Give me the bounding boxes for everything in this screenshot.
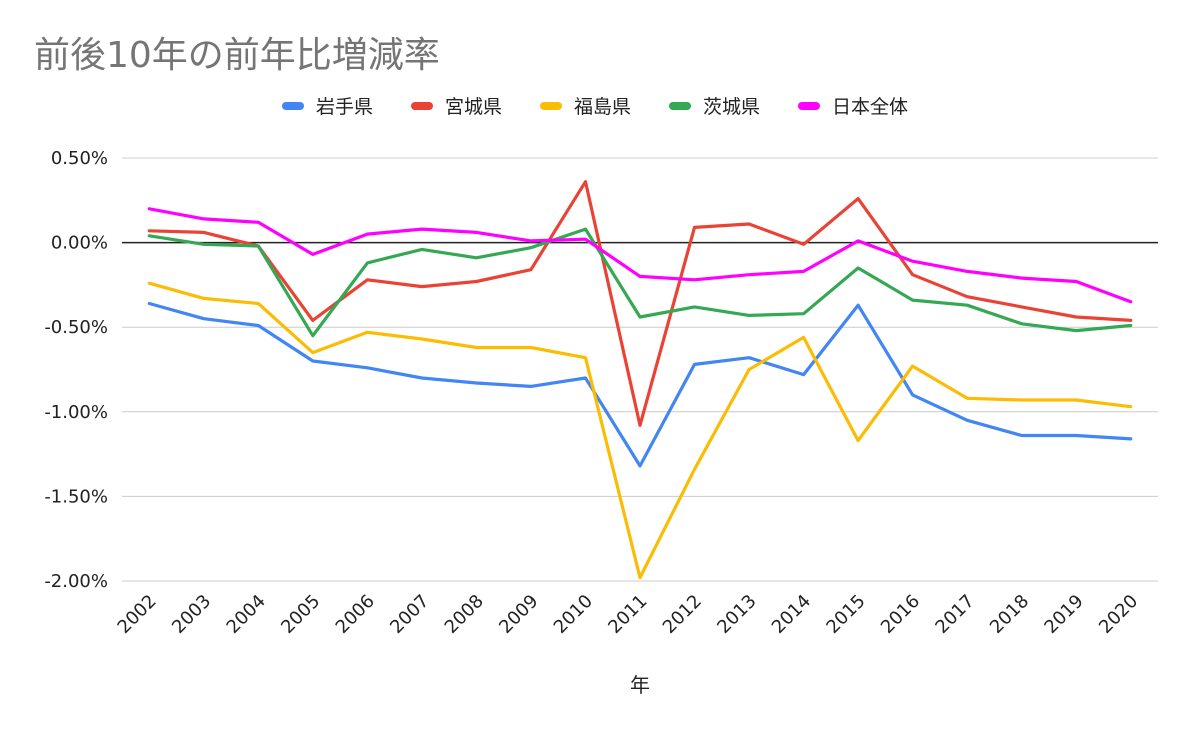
x-tick-label: 2018 xyxy=(986,591,1033,638)
legend-item-ibaraki[interactable]: 茨城県 xyxy=(669,92,760,119)
legend-swatch-fukushima xyxy=(539,101,562,110)
legend-item-miyagi[interactable]: 宮城県 xyxy=(410,92,502,119)
y-tick-label: -1.00% xyxy=(44,402,108,423)
y-tick-label: -2.00% xyxy=(44,571,108,592)
chart-title: 前後10年の前年比増減率 xyxy=(34,35,440,76)
legend-swatch-iwate xyxy=(281,101,304,110)
legend-swatch-miyagi xyxy=(410,101,433,110)
x-tick-label: 2006 xyxy=(332,591,379,638)
legend-label-iwate: 岩手県 xyxy=(315,96,373,118)
x-tick-label: 2009 xyxy=(495,591,542,638)
x-axis-title: 年 xyxy=(630,673,650,697)
x-tick-label: 2002 xyxy=(114,591,161,638)
x-tick-label: 2020 xyxy=(1095,591,1142,638)
x-tick-label: 2003 xyxy=(168,591,215,638)
y-axis-ticks: 0.50% 0.00% -0.50% -1.00% -1.50% -2.00% xyxy=(44,148,108,592)
x-tick-label: 2017 xyxy=(931,591,978,638)
x-tick-label: 2011 xyxy=(604,591,651,638)
legend-item-japan[interactable]: 日本全体 xyxy=(798,92,908,119)
legend: 岩手県 宮城県 福島県 茨城県 日本全体 xyxy=(0,92,1190,119)
x-tick-label: 2015 xyxy=(822,591,869,638)
x-tick-label: 2005 xyxy=(277,591,324,638)
legend-swatch-japan xyxy=(798,101,821,110)
x-tick-label: 2008 xyxy=(441,591,488,638)
series-line-japan[interactable] xyxy=(147,207,1133,304)
x-tick-label: 2010 xyxy=(550,591,597,638)
x-tick-label: 2012 xyxy=(659,591,706,638)
x-tick-label: 2004 xyxy=(223,591,270,638)
series-line-ibaraki[interactable] xyxy=(147,227,1133,338)
series-line-iwate[interactable] xyxy=(147,301,1133,468)
legend-item-fukushima[interactable]: 福島県 xyxy=(539,92,631,119)
y-tick-label: -1.50% xyxy=(44,486,108,507)
series-line-fukushima[interactable] xyxy=(147,281,1133,580)
x-tick-label: 2016 xyxy=(877,591,924,638)
legend-label-japan: 日本全体 xyxy=(832,96,909,118)
y-tick-label: 0.00% xyxy=(51,233,108,254)
series-lines xyxy=(147,180,1133,580)
legend-label-miyagi: 宮城県 xyxy=(444,96,502,118)
series-line-miyagi[interactable] xyxy=(147,180,1133,427)
legend-swatch-ibaraki xyxy=(669,101,691,110)
x-tick-label: 2013 xyxy=(713,591,760,638)
x-axis-ticks: 2002 2003 2004 2005 2006 2007 2008 2009 2010 2011… xyxy=(114,591,1143,638)
legend-label-ibaraki: 茨城県 xyxy=(703,96,761,118)
x-tick-label: 2014 xyxy=(768,591,815,638)
x-tick-label: 2007 xyxy=(386,591,433,638)
y-tick-label: 0.50% xyxy=(51,148,108,169)
x-tick-label: 2019 xyxy=(1041,591,1088,638)
grid-lines xyxy=(122,157,1158,582)
legend-item-iwate[interactable]: 岩手県 xyxy=(281,92,373,119)
legend-label-fukushima: 福島県 xyxy=(573,96,631,118)
y-tick-label: -0.50% xyxy=(44,317,108,338)
